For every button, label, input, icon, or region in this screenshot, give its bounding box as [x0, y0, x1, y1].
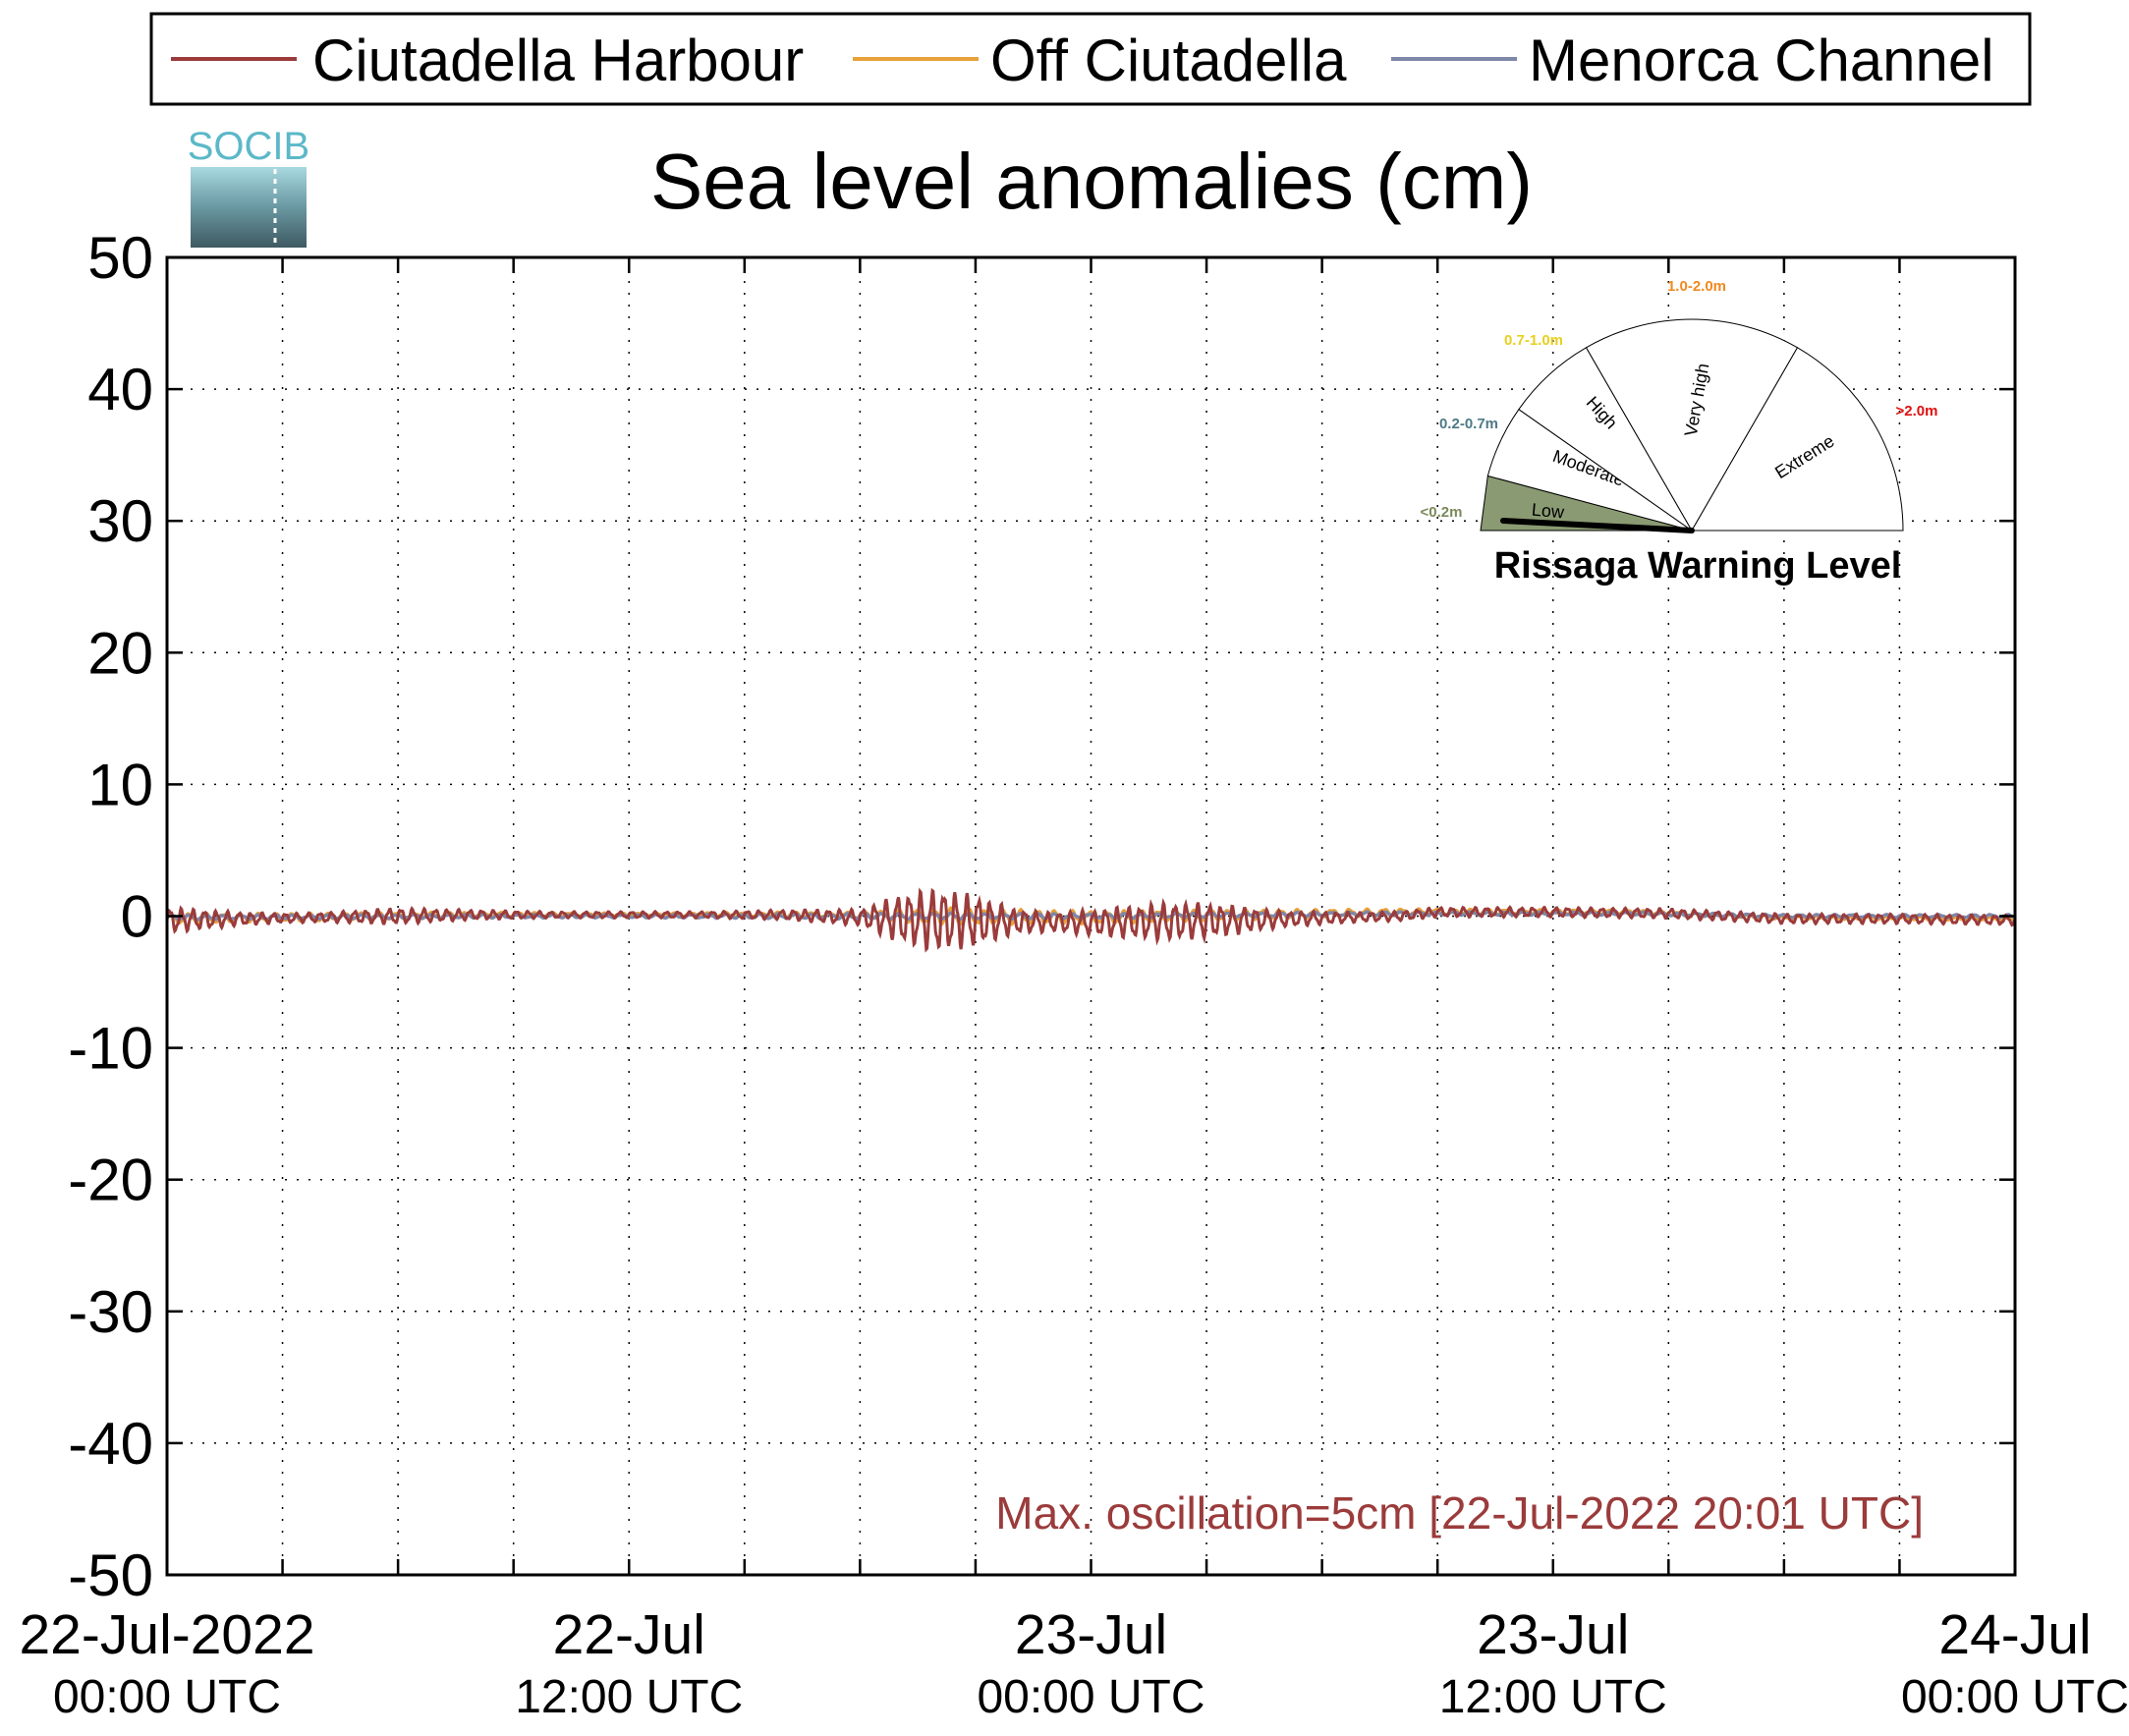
- gauge-range-label: 0.2-0.7m: [1439, 416, 1498, 432]
- x-tick-label-date: 22-Jul: [553, 1603, 705, 1666]
- logo-wave-block: [191, 167, 307, 248]
- legend-label-off-ciutadella: Off Ciutadella: [990, 28, 1347, 93]
- gauge-segment-extreme: [1691, 347, 1904, 532]
- y-tick-label: 40: [87, 357, 153, 422]
- y-tick-label: -20: [68, 1148, 153, 1213]
- y-tick-labels: 50 40 30 20 10 0 -10 -20 -30 -40 -50: [68, 225, 153, 1608]
- gauge-needle: [1500, 518, 1695, 533]
- gauge-range-label: >2.0m: [1896, 403, 1938, 420]
- legend-box: [149, 12, 2032, 106]
- x-tick-label-date: 23-Jul: [1477, 1603, 1629, 1666]
- x-tick-label-date: 22-Jul-2022: [19, 1603, 314, 1666]
- max-oscillation-annotation: Max. oscillation=5cm [22-Jul-2022 20:01 …: [995, 1487, 1924, 1539]
- gauge-range-label: 0.7-1.0m: [1504, 332, 1563, 349]
- gauge-segment-label: Low: [1531, 500, 1566, 523]
- legend-label-menorca-channel: Menorca Channel: [1529, 28, 1994, 93]
- y-tick-label: 10: [87, 752, 153, 817]
- logo-text: SOCIB: [188, 125, 309, 168]
- series-group: [165, 887, 2017, 953]
- x-tick-label-date: 24-Jul: [1938, 1603, 2091, 1666]
- y-tick-label: -40: [68, 1411, 153, 1477]
- chart-title: Sea level anomalies (cm): [650, 138, 1533, 225]
- x-tick-label-time: 12:00 UTC: [1439, 1671, 1667, 1723]
- y-tick-label: 20: [87, 620, 153, 686]
- socib-logo: SOCIB: [188, 125, 309, 248]
- series-line-ciutadella-harbour: [165, 887, 2017, 953]
- legend-label-ciutadella-harbour: Ciutadella Harbour: [312, 28, 804, 93]
- y-tick-label: 0: [121, 884, 153, 950]
- x-tick-label-time: 00:00 UTC: [977, 1671, 1205, 1723]
- y-tick-label: -10: [68, 1016, 153, 1082]
- gauge-range-label: 1.0-2.0m: [1667, 278, 1726, 295]
- x-tick-label-time: 12:00 UTC: [515, 1671, 743, 1723]
- gauge-segment-very-high: [1585, 318, 1799, 532]
- x-tick-label-time: 00:00 UTC: [1901, 1671, 2129, 1723]
- y-tick-label: 50: [87, 225, 153, 291]
- y-tick-label: -50: [68, 1542, 153, 1608]
- legend: Ciutadella Harbour Off Ciutadella Menorc…: [149, 12, 2032, 106]
- x-tick-label-date: 23-Jul: [1015, 1603, 1167, 1666]
- y-tick-label: 30: [87, 488, 153, 554]
- gauge-range-label: <0.2m: [1421, 504, 1463, 521]
- x-tick-label-time: 00:00 UTC: [53, 1671, 281, 1723]
- axis-ticks: [165, 255, 2017, 1577]
- gauge-title: Rissaga Warning Level: [1494, 545, 1902, 587]
- y-tick-label: -30: [68, 1279, 153, 1345]
